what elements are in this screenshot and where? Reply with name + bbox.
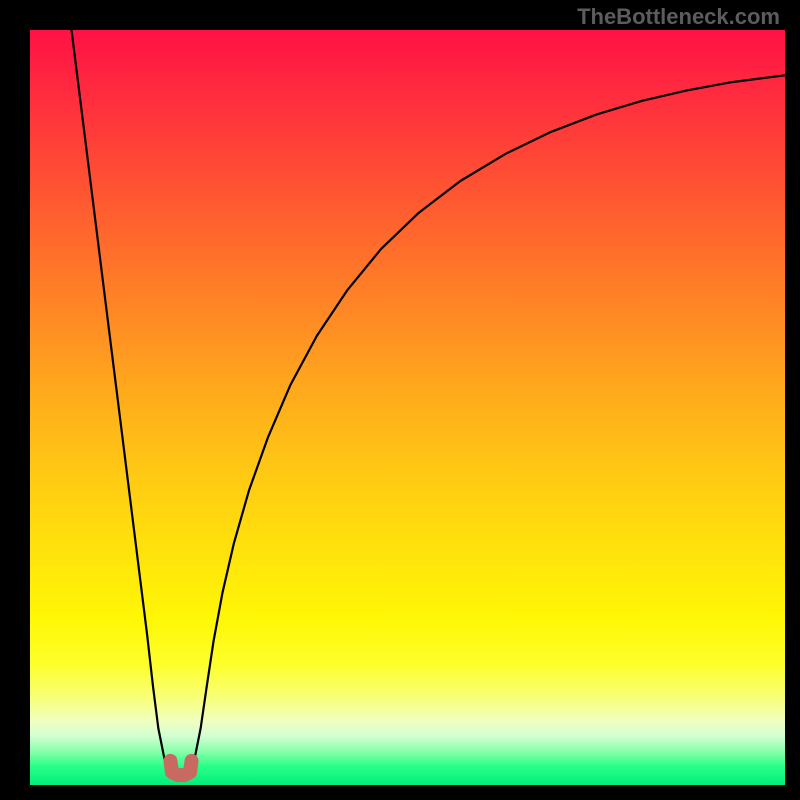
plot-svg	[30, 30, 785, 785]
gradient-background	[30, 30, 785, 785]
plot-area	[30, 30, 785, 785]
chart-container: TheBottleneck.com	[0, 0, 800, 800]
watermark-text: TheBottleneck.com	[577, 4, 780, 30]
